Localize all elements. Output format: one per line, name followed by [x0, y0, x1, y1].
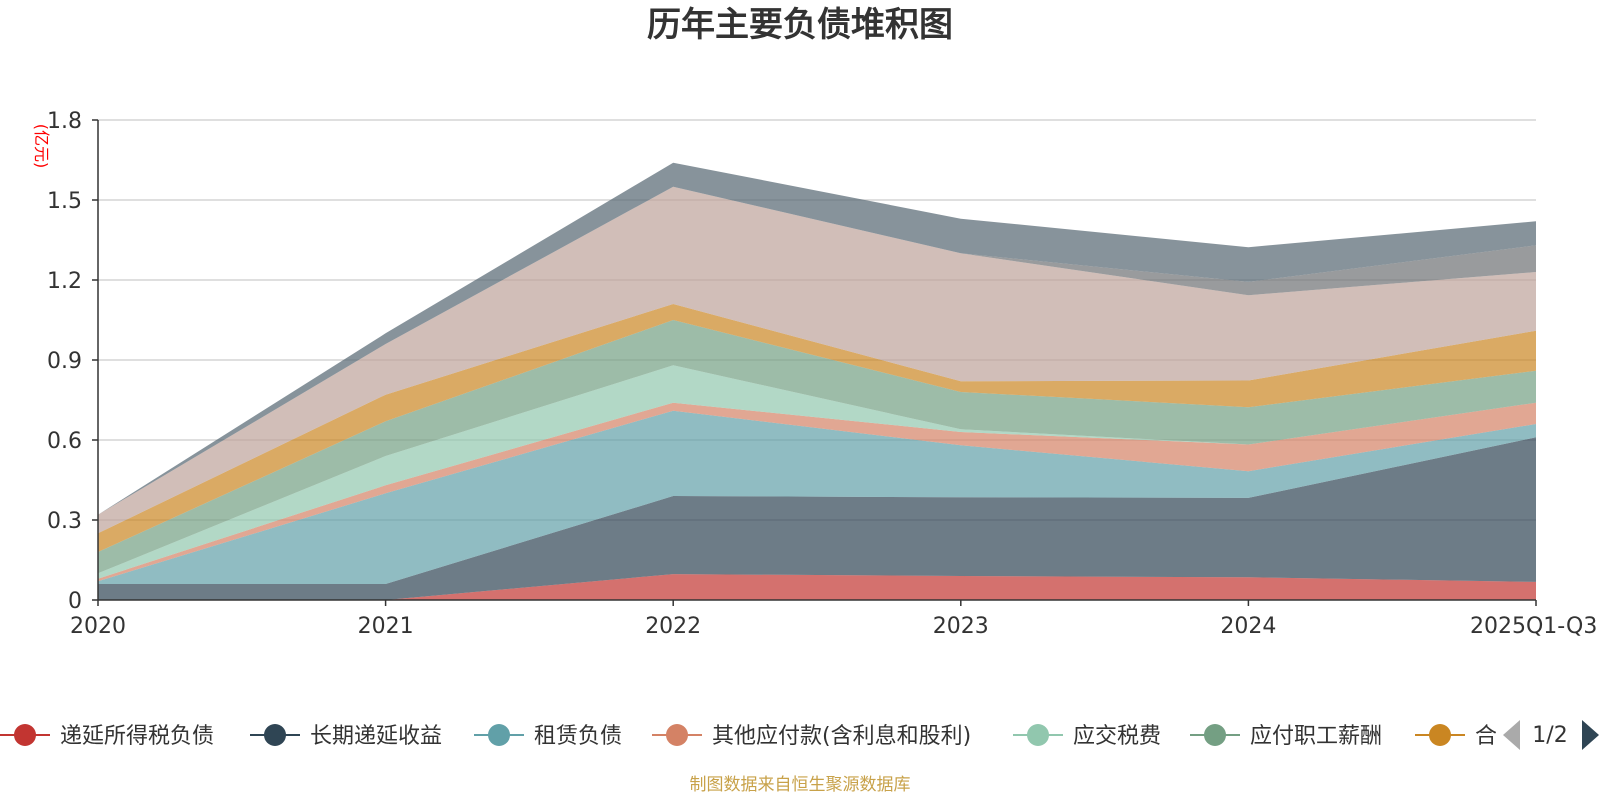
legend-item[interactable]: 应交税费 — [1013, 724, 1161, 749]
series-areas — [98, 162, 1536, 600]
x-tick-label: 2023 — [933, 614, 989, 639]
y-tick-label: 0.6 — [47, 429, 82, 454]
legend-marker-icon — [14, 724, 36, 746]
legend-item[interactable]: 其他应付款(含利息和股利) — [652, 724, 971, 749]
legend-item[interactable]: 合 — [1415, 724, 1497, 749]
x-tick-label: 2020 — [70, 614, 126, 639]
legend-label: 合 — [1475, 724, 1497, 749]
y-tick-label: 0.3 — [47, 509, 82, 534]
area-series-10 — [98, 162, 1536, 515]
legend-label: 其他应付款(含利息和股利) — [712, 724, 971, 749]
area-series-7 — [98, 304, 1536, 552]
x-tick-label: 2021 — [358, 614, 414, 639]
x-tick-label: 2024 — [1220, 614, 1276, 639]
y-tick-label: 1.2 — [47, 269, 82, 294]
legend-label: 递延所得税负债 — [60, 724, 214, 749]
legend-label: 应付职工薪酬 — [1250, 724, 1382, 749]
legend-label: 应交税费 — [1073, 724, 1161, 749]
legend-page-indicator: 1/2 — [1532, 723, 1567, 748]
legend-marker-icon — [666, 724, 688, 746]
y-tick-label: 0.9 — [47, 349, 82, 374]
legend-marker-icon — [488, 724, 510, 746]
y-tick-label: 0 — [68, 589, 82, 614]
legend-prev-page-icon[interactable] — [1503, 720, 1520, 750]
area-series-8 — [98, 186, 1536, 534]
x-tick-label: 2025Q1-Q3 — [1470, 614, 1597, 639]
axes: 0 0.3 0.6 0.9 1.2 1.5 1.8 2020 2021 2022 2023 2024 2… — [47, 109, 1597, 639]
legend-next-page-icon[interactable] — [1582, 720, 1599, 750]
area-series-4 — [98, 402, 1536, 582]
legend-item[interactable]: 递延所得税负债 — [0, 724, 214, 749]
legend-marker-icon — [1429, 724, 1451, 746]
area-series-1 — [98, 574, 1536, 600]
area-series-3 — [98, 410, 1536, 584]
x-tick-label: 2022 — [645, 614, 701, 639]
legend-marker-icon — [264, 724, 286, 746]
legend-marker-icon — [1027, 724, 1049, 746]
source-note: 制图数据来自恒生聚源数据库 — [690, 775, 911, 795]
area-series-2 — [98, 437, 1536, 600]
area-series-6 — [98, 320, 1536, 574]
legend-item[interactable]: 应付职工薪酬 — [1190, 724, 1382, 749]
legend-item[interactable]: 租赁负债 — [474, 724, 622, 749]
legend[interactable]: 递延所得税负债 长期递延收益 租赁负债 其他应付款(含利息和股利) 应交税费 应付职工薪酬… — [0, 710, 1600, 760]
y-axis-unit-label: (亿元) — [32, 124, 51, 169]
legend-marker-icon — [1204, 724, 1226, 746]
legend-label: 长期递延收益 — [310, 724, 442, 749]
area-series-5 — [98, 365, 1536, 579]
chart-title: 历年主要负债堆积图 — [647, 5, 953, 45]
legend-label: 租赁负债 — [534, 724, 622, 749]
y-tick-label: 1.5 — [47, 189, 82, 214]
y-tick-label: 1.8 — [47, 109, 82, 134]
legend-item[interactable]: 长期递延收益 — [250, 724, 442, 749]
